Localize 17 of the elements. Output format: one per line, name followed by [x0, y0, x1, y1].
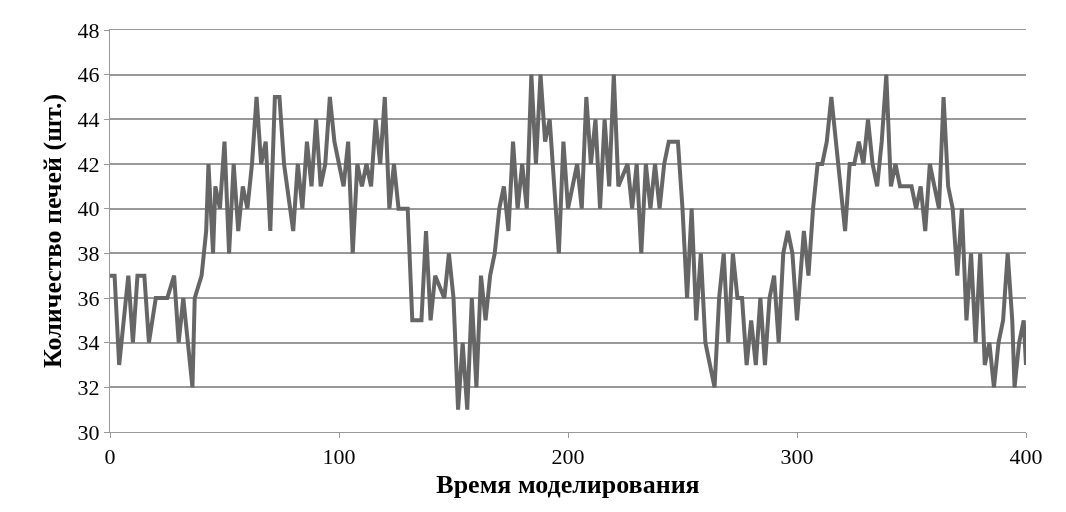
x-tick-label: 300 [780, 444, 814, 470]
y-tick-label: 32 [77, 375, 100, 401]
x-tick-label: 200 [551, 444, 585, 470]
y-tick-label: 34 [77, 330, 100, 356]
y-axis-title: Количество печей (шт.) [38, 93, 67, 369]
y-tick-label: 48 [77, 17, 100, 43]
x-tick-label: 400 [1009, 444, 1043, 470]
x-axis-title: Время моделирования [436, 470, 700, 500]
y-tick-label: 40 [77, 196, 100, 222]
y-tick-label: 42 [77, 151, 100, 177]
y-tick-label: 44 [77, 107, 100, 133]
y-tick-label: 38 [77, 241, 100, 267]
y-tick-label: 36 [77, 285, 100, 311]
y-tick-label: 30 [77, 419, 100, 445]
y-tick-label: 46 [77, 62, 100, 88]
x-tick-label: 0 [104, 444, 116, 470]
x-tick-label: 100 [322, 444, 356, 470]
